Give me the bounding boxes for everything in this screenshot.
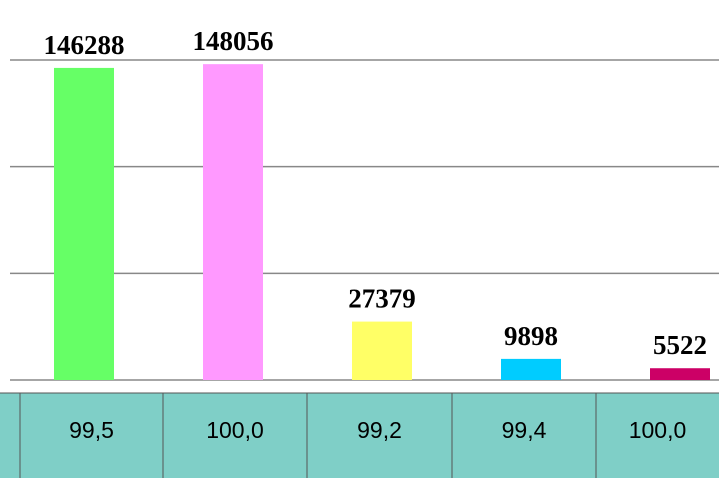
table-cell: 99,4 [502,417,547,443]
table-cell: 100,0 [629,417,687,443]
value-label: 148056 [193,26,274,56]
bar [54,67,114,380]
table-cell: 99,5 [69,417,114,443]
value-label: 5522 [653,330,707,360]
table-band [0,393,719,478]
table-cell: 99,2 [357,417,402,443]
bar [650,368,710,380]
value-label: 27379 [348,284,416,314]
bar [352,321,412,380]
bar [501,358,561,380]
table-cell: 100,0 [206,417,264,443]
value-label: 9898 [504,321,558,351]
value-label: 146288 [44,30,125,60]
bar [203,64,263,380]
